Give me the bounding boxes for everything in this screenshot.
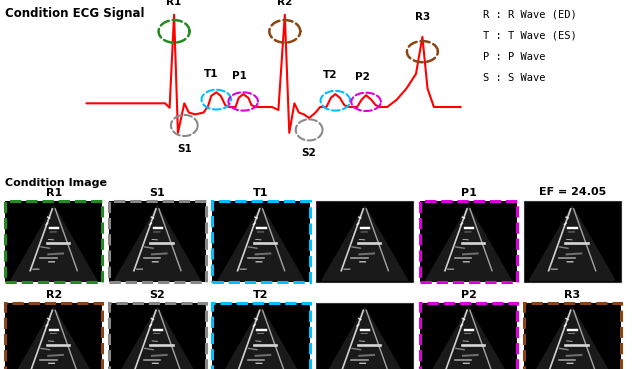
Polygon shape — [11, 206, 97, 280]
Bar — [420, 201, 517, 282]
Polygon shape — [115, 307, 200, 369]
Polygon shape — [529, 206, 615, 280]
Bar — [524, 303, 621, 369]
Bar — [109, 201, 206, 282]
Bar — [212, 303, 310, 369]
Text: Condition ECG Signal: Condition ECG Signal — [5, 7, 145, 20]
Bar — [109, 303, 206, 369]
Bar — [212, 201, 310, 282]
Text: R1: R1 — [45, 188, 62, 198]
Polygon shape — [115, 206, 200, 280]
Text: EF = 24.05: EF = 24.05 — [538, 187, 606, 197]
Text: P : P Wave: P : P Wave — [483, 52, 546, 62]
Text: P1: P1 — [232, 71, 247, 81]
Bar — [316, 201, 413, 282]
Text: R2: R2 — [277, 0, 292, 7]
Text: S : S Wave: S : S Wave — [483, 73, 546, 83]
Text: T : T Wave (ES): T : T Wave (ES) — [483, 31, 577, 41]
Text: R : R Wave (ED): R : R Wave (ED) — [483, 9, 577, 19]
Text: T1: T1 — [253, 188, 269, 198]
Bar — [420, 303, 517, 369]
Text: R1: R1 — [166, 0, 182, 7]
Text: T2: T2 — [323, 70, 337, 80]
Bar — [5, 303, 102, 369]
Text: R3: R3 — [564, 290, 580, 300]
Bar — [316, 201, 413, 282]
Text: S1: S1 — [150, 188, 165, 198]
Text: S2: S2 — [301, 148, 317, 158]
Bar — [316, 303, 413, 369]
Polygon shape — [322, 206, 408, 280]
Text: P1: P1 — [461, 188, 476, 198]
Polygon shape — [322, 307, 408, 369]
Text: T1: T1 — [204, 69, 218, 79]
Polygon shape — [426, 307, 511, 369]
Bar — [524, 303, 621, 369]
Bar — [524, 201, 621, 282]
Text: S2: S2 — [150, 290, 165, 300]
Bar — [5, 303, 102, 369]
Text: R3: R3 — [415, 12, 430, 22]
Bar — [524, 201, 621, 282]
Text: P2: P2 — [355, 72, 370, 82]
Text: Condition Image: Condition Image — [5, 178, 107, 188]
Text: S1: S1 — [177, 144, 192, 154]
Bar — [420, 303, 517, 369]
Bar — [5, 201, 102, 282]
Text: P2: P2 — [461, 290, 476, 300]
Polygon shape — [426, 206, 511, 280]
Text: R2: R2 — [45, 290, 62, 300]
Bar — [212, 303, 310, 369]
Bar — [420, 201, 517, 282]
Text: T2: T2 — [253, 290, 269, 300]
Polygon shape — [529, 307, 615, 369]
Bar — [212, 201, 310, 282]
Bar — [316, 303, 413, 369]
Bar — [5, 201, 102, 282]
Bar — [109, 201, 206, 282]
Polygon shape — [218, 307, 304, 369]
Polygon shape — [218, 206, 304, 280]
Bar — [109, 303, 206, 369]
Polygon shape — [11, 307, 97, 369]
